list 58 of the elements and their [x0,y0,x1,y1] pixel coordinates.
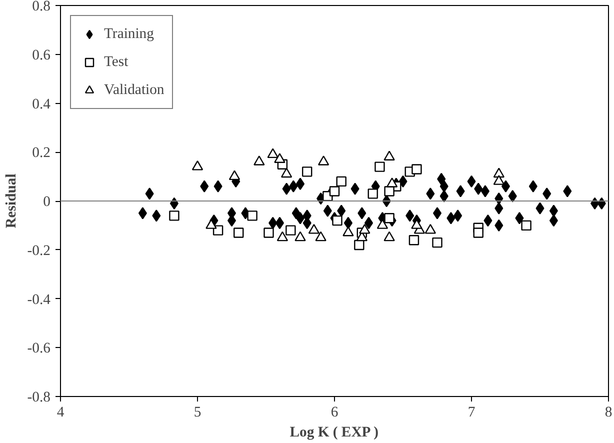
point [374,162,385,172]
point [384,231,395,242]
point [432,237,442,248]
y-tick-label: 0 [43,194,50,210]
y-tick-label: 0.2 [32,145,51,162]
point [247,210,258,221]
point [384,213,394,224]
point [493,175,504,185]
point [318,156,330,166]
x-tick-label: 8 [604,404,612,420]
point [386,178,398,188]
point [267,148,278,158]
point [336,176,346,187]
point [408,235,420,246]
point [412,164,422,174]
x-tick-label: 5 [194,404,202,420]
point [354,240,364,250]
y-tick-label: -0.8 [27,390,50,406]
point [254,156,265,166]
legend-label: Test [104,54,128,70]
point [384,186,394,196]
y-tick-label: -0.6 [27,340,50,357]
point [286,225,296,236]
y-axis-title: Residual [3,174,20,228]
x-axis-title: Log K ( EXP ) [290,424,379,440]
point [315,231,326,242]
x-tick-label: 6 [330,404,338,420]
point [264,228,274,238]
x-tick-label: 4 [56,404,65,420]
point [424,224,436,234]
point [329,186,340,196]
point [384,150,395,160]
y-tick-label: -0.4 [27,292,52,308]
point [332,215,342,226]
y-tick-label: 0.8 [32,0,51,14]
point [368,188,378,199]
point [169,210,180,221]
point [228,170,240,180]
y-tick-label: 0.6 [32,47,51,64]
point [274,153,286,163]
point [276,231,288,242]
point [280,168,292,178]
point [493,168,504,178]
y-tick-label: -0.2 [27,242,50,259]
legend-label: Training [104,26,154,42]
x-tick-label: 7 [468,404,476,420]
point [302,166,312,177]
point [521,220,532,231]
point [342,226,354,236]
point [294,231,306,242]
point [192,160,204,170]
point [308,224,320,234]
legend-label: Validation [104,82,164,98]
point [359,224,370,234]
point [234,228,244,238]
point [206,219,217,229]
y-tick-label: 0.4 [32,96,52,112]
point [473,228,484,238]
